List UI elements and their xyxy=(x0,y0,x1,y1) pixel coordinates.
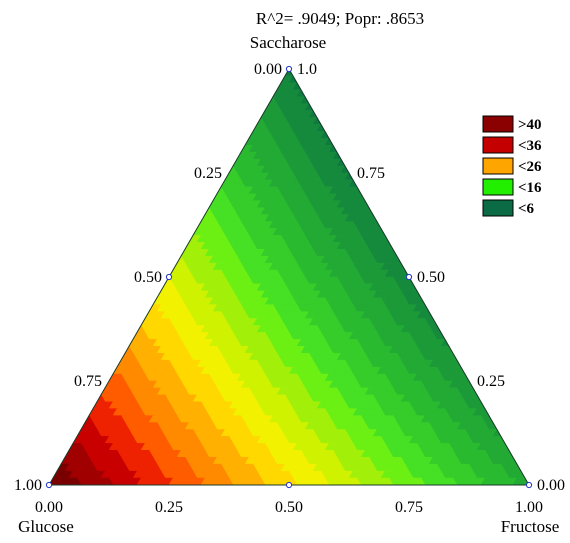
right-axis-tick-label: 0.50 xyxy=(417,269,445,286)
left-axis-tick-label: 0.75 xyxy=(74,373,102,390)
legend-swatch xyxy=(482,178,514,196)
right-axis-tick-label: 0.25 xyxy=(477,373,505,390)
vertex-markers xyxy=(45,65,533,489)
chart-title: R^2= .9049; Popr: .8653 xyxy=(256,9,424,28)
bottom-axis-tick-label: 1.00 xyxy=(515,499,543,516)
design-point-marker xyxy=(405,273,413,281)
legend-label: <6 xyxy=(518,201,535,217)
legend: >40 <36 <26 <16 <6 xyxy=(482,115,542,217)
right-axis-tick-label: 1.0 xyxy=(297,61,317,78)
vertex-label-glucose: Glucose xyxy=(18,517,74,536)
legend-label: <16 xyxy=(518,180,542,196)
legend-label: <26 xyxy=(518,159,542,175)
design-point-marker xyxy=(165,273,173,281)
legend-swatch xyxy=(482,115,514,133)
bottom-axis-tick-label: 0.25 xyxy=(155,499,183,516)
legend-swatch xyxy=(482,199,514,217)
legend-label: <36 xyxy=(518,138,542,154)
bottom-axis-tick-label: 0.50 xyxy=(275,499,303,516)
axis-ticks: 0.00 0.25 0.50 0.75 1.00 1.00 0.75 0.50 0.25 0.00… xyxy=(14,61,565,516)
design-point-marker xyxy=(525,481,533,489)
left-axis-tick-label: 0.00 xyxy=(254,61,282,78)
design-point-marker xyxy=(45,481,53,489)
right-axis-tick-label: 0.00 xyxy=(537,477,565,494)
legend-swatch xyxy=(482,136,514,154)
legend-swatch xyxy=(482,157,514,175)
design-point-marker xyxy=(285,481,293,489)
design-point-marker xyxy=(285,65,293,73)
contour-bands xyxy=(48,68,530,486)
left-axis-tick-label: 1.00 xyxy=(14,477,42,494)
left-axis-tick-label: 0.50 xyxy=(134,269,162,286)
vertex-label-fructose: Fructose xyxy=(501,517,560,536)
left-axis-tick-label: 0.25 xyxy=(194,165,222,182)
vertex-label-saccharose: Saccharose xyxy=(250,33,326,52)
bottom-axis-tick-label: 0.75 xyxy=(395,499,423,516)
right-axis-tick-label: 0.75 xyxy=(357,165,385,182)
bottom-axis-tick-label: 0.00 xyxy=(35,499,63,516)
legend-label: >40 xyxy=(518,117,542,133)
